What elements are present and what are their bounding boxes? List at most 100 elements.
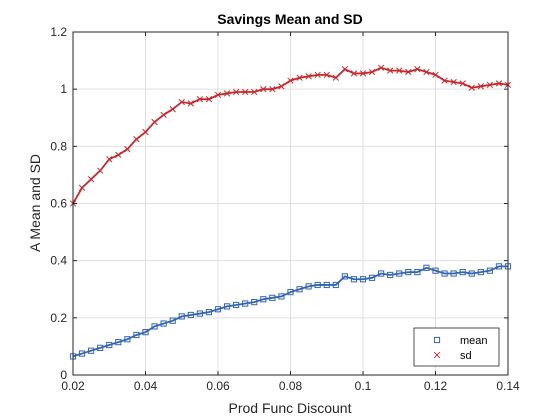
data-point-mean [486,267,493,274]
data-point-sd [432,71,439,79]
data-point-mean [269,294,276,301]
data-point-sd [450,78,457,86]
data-point-sd [160,111,167,119]
data-point-mean [124,336,131,343]
data-point-mean [450,270,457,277]
data-point-sd [477,83,484,90]
data-point-mean [169,317,176,324]
data-point-mean [314,281,321,289]
y-tick-label: 0.6 [50,197,67,211]
data-point-mean [205,309,213,316]
y-axis-label: A Mean and SD [27,154,43,252]
y-tick-label: 1 [60,82,67,96]
data-point-sd [323,71,330,79]
data-point-sd [187,100,194,107]
data-point-sd [396,67,403,74]
x-tick-label: 0.1 [355,379,372,393]
data-point-mean [214,306,222,313]
data-point-sd [178,98,185,106]
data-point-mean [160,320,167,327]
x-tick-label: 0.06 [206,379,230,393]
legend-label-sd: sd [460,350,472,362]
chart-title: Savings Mean and SD [217,11,362,27]
data-point-mean [278,293,285,300]
data-point-mean [106,341,113,349]
data-point-sd [124,146,131,153]
data-point-sd [260,86,267,93]
data-point-mean [459,269,466,276]
data-point-sd [359,70,367,77]
data-point-mean [151,323,158,330]
data-point-mean [242,300,249,307]
y-tick-label: 0.4 [50,254,67,268]
legend-label-mean: mean [460,335,488,347]
series-mean [69,263,512,360]
data-point-mean [350,276,358,283]
y-tick-label: 1.2 [50,25,67,39]
data-point-sd [142,128,149,136]
data-point-sd [269,86,276,93]
y-tick-label: 0 [60,368,67,382]
data-point-sd [314,71,321,79]
y-tick-label: 0.2 [50,311,67,325]
y-tick-label: 0.8 [50,139,67,153]
data-point-mean [495,263,503,270]
data-point-mean [78,350,86,357]
data-point-sd [106,156,113,163]
data-point-sd [169,106,176,113]
data-point-sd [223,90,231,97]
data-point-sd [196,96,204,103]
data-point-sd [459,80,466,87]
data-point-sd [332,74,339,81]
data-point-mean [142,329,149,336]
data-point-sd [214,91,222,99]
data-point-sd [133,136,140,143]
data-point-sd [278,83,285,90]
legend: mean sd [413,327,500,367]
data-point-mean [405,269,412,276]
data-point-sd [78,184,86,191]
data-point-sd [115,151,122,159]
data-point-sd [287,77,294,84]
x-tick-label: 0.12 [424,379,448,393]
data-point-sd [368,68,376,76]
data-point-sd [377,64,385,71]
data-point-sd [405,68,412,76]
data-point-sd [296,74,303,81]
x-tick-label: 0.08 [279,379,303,393]
data-point-sd [350,70,358,77]
data-point-sd [486,81,494,89]
series-sd [69,64,512,207]
ticks: 0.02 0.04 0.06 0.08 0.1 0.12 0.14 0 0.2 0.4 0.6 0.8… [50,25,520,393]
series-line-mean [72,265,508,358]
data-point-mean [468,270,475,277]
data-point-sd [414,66,421,73]
data-point-sd [151,118,158,126]
data-point-mean [115,339,122,346]
data-point-mean [387,271,394,279]
data-point-mean [432,267,439,274]
data-point-mean [305,283,312,290]
data-point-sd [232,88,240,96]
x-axis-label: Prod Func Discount [229,400,352,416]
data-point-mean [323,281,330,289]
data-point-mean [296,286,303,293]
x-tick-label: 0.14 [496,379,520,393]
data-point-mean [287,289,294,296]
data-point-mean [414,269,421,276]
data-point-mean [196,310,203,317]
data-point-mean [97,344,104,351]
data-point-mean [341,273,348,280]
legend-box [413,327,500,367]
data-point-sd [205,96,213,103]
data-point-mean [477,269,484,276]
data-point-sd [495,80,503,87]
data-point-mean [260,296,267,303]
data-point-mean [88,347,95,354]
data-point-mean [251,299,258,306]
data-point-sd [387,67,394,74]
data-point-mean [187,311,194,319]
data-point-mean [233,301,240,309]
data-point-mean [359,276,367,283]
